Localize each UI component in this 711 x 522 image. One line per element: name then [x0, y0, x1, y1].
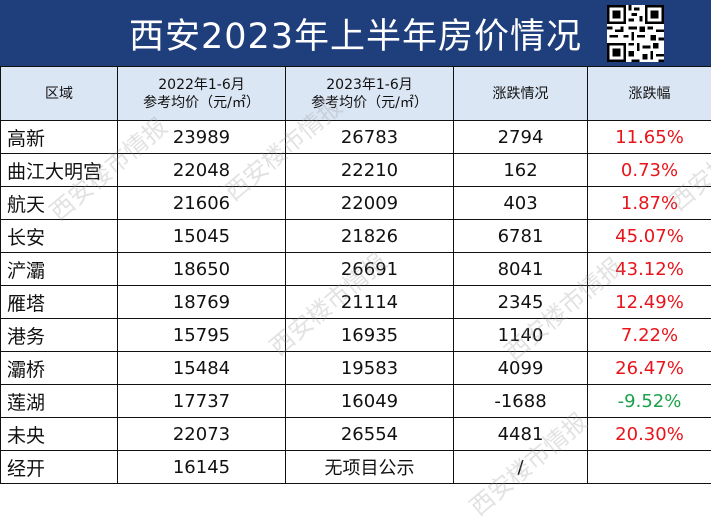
price-table: 区域 2022年1-6月参考均价（元/㎡） 2023年1-6月参考均价（元/㎡）…: [0, 66, 711, 484]
region-cell: 高新: [1, 121, 118, 154]
header-2022: 2022年1-6月参考均价（元/㎡）: [118, 67, 286, 121]
pct-cell: 20.30%: [588, 418, 711, 451]
change-cell: 4099: [454, 352, 588, 385]
pct-cell: 7.22%: [588, 319, 711, 352]
price-2022-cell: 18650: [118, 253, 286, 286]
region-cell: 曲江大明宫: [1, 154, 118, 187]
change-cell: 2794: [454, 121, 588, 154]
price-2022-cell: 15045: [118, 220, 286, 253]
region-cell: 港务: [1, 319, 118, 352]
pct-cell: 11.65%: [588, 121, 711, 154]
change-cell: 2345: [454, 286, 588, 319]
qr-code-icon: [607, 5, 664, 62]
change-cell: 4481: [454, 418, 588, 451]
change-cell: 1140: [454, 319, 588, 352]
header-change: 涨跌情况: [454, 67, 588, 121]
price-2023-cell: 22210: [286, 154, 454, 187]
price-2023-cell: 16049: [286, 385, 454, 418]
region-cell: 灞桥: [1, 352, 118, 385]
title-bar: 西安2023年上半年房价情况: [0, 0, 711, 66]
price-2023-cell: 19583: [286, 352, 454, 385]
pct-cell: 12.49%: [588, 286, 711, 319]
change-cell: 403: [454, 187, 588, 220]
price-2023-cell: 22009: [286, 187, 454, 220]
change-cell: 162: [454, 154, 588, 187]
header-region: 区域: [1, 67, 118, 121]
price-2022-cell: 22073: [118, 418, 286, 451]
price-2023-cell: 21114: [286, 286, 454, 319]
price-2022-cell: 22048: [118, 154, 286, 187]
price-2022-cell: 21606: [118, 187, 286, 220]
region-cell: 经开: [1, 451, 118, 484]
price-2022-cell: 16145: [118, 451, 286, 484]
pct-cell: 45.07%: [588, 220, 711, 253]
pct-cell: [588, 451, 711, 484]
change-cell: -1688: [454, 385, 588, 418]
region-cell: 浐灞: [1, 253, 118, 286]
region-cell: 航天: [1, 187, 118, 220]
region-cell: 未央: [1, 418, 118, 451]
region-cell: 莲湖: [1, 385, 118, 418]
region-cell: 长安: [1, 220, 118, 253]
pct-cell: 1.87%: [588, 187, 711, 220]
pct-cell: 0.73%: [588, 154, 711, 187]
page: 西安2023年上半年房价情况 区域 2022年1-6月参考均价（元/㎡）: [0, 0, 711, 484]
change-cell: 8041: [454, 253, 588, 286]
price-2023-cell: 26783: [286, 121, 454, 154]
price-2022-cell: 15484: [118, 352, 286, 385]
header-row: 区域 2022年1-6月参考均价（元/㎡） 2023年1-6月参考均价（元/㎡）…: [1, 67, 711, 121]
price-2023-cell: 26554: [286, 418, 454, 451]
header-pct: 涨跌幅: [588, 67, 711, 121]
pct-cell: 26.47%: [588, 352, 711, 385]
change-cell: /: [454, 451, 588, 484]
price-2022-cell: 17737: [118, 385, 286, 418]
page-title: 西安2023年上半年房价情况: [129, 8, 582, 59]
pct-cell: 43.12%: [588, 253, 711, 286]
price-2023-cell: 21826: [286, 220, 454, 253]
change-cell: 6781: [454, 220, 588, 253]
price-2023-cell: 16935: [286, 319, 454, 352]
price-2023-cell: 无项目公示: [286, 451, 454, 484]
price-2023-cell: 26691: [286, 253, 454, 286]
pct-cell: -9.52%: [588, 385, 711, 418]
region-cell: 雁塔: [1, 286, 118, 319]
price-2022-cell: 23989: [118, 121, 286, 154]
price-2022-cell: 18769: [118, 286, 286, 319]
price-2022-cell: 15795: [118, 319, 286, 352]
header-2023: 2023年1-6月参考均价（元/㎡）: [286, 67, 454, 121]
